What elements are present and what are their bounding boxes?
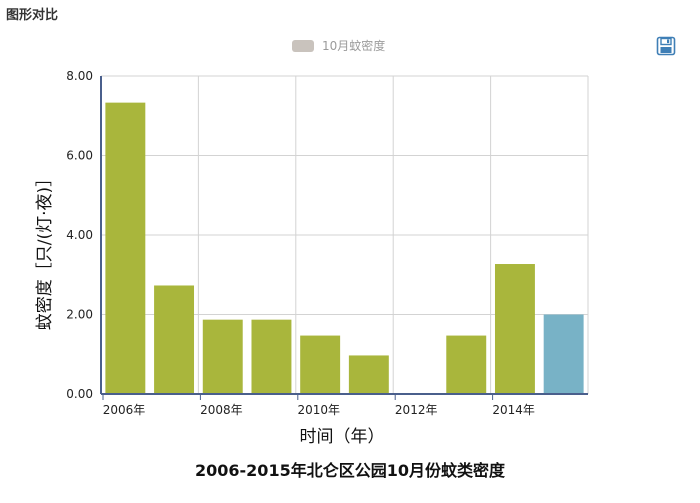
x-tick-label: 2010年 <box>298 403 341 417</box>
y-tick-label: 6.00 <box>66 149 93 163</box>
x-tick-labels: 2006年 2008年 2010年 2012年 2014年 <box>102 394 535 417</box>
y-axis-label: 蚊密度［只/(灯·夜)］ <box>35 170 55 330</box>
x-tick-label: 2008年 <box>200 403 243 417</box>
bar-2013[interactable] <box>446 335 487 394</box>
chart-title: 2006-2015年北仑区公园10月份蚊类密度 <box>195 461 505 480</box>
bar-2008[interactable] <box>202 319 243 394</box>
save-button[interactable] <box>656 36 676 56</box>
save-icon <box>656 36 676 56</box>
y-tick-label: 8.00 <box>66 69 93 83</box>
legend-label: 10月蚊密度 <box>322 39 386 53</box>
x-tick-label: 2014年 <box>492 403 535 417</box>
axes <box>100 76 588 395</box>
bar-2007[interactable] <box>154 285 195 394</box>
y-tick-label: 4.00 <box>66 228 93 242</box>
bar-2010[interactable] <box>300 335 341 394</box>
y-tick-label: 0.00 <box>66 387 93 401</box>
y-tick-labels: 0.00 2.00 4.00 6.00 8.00 <box>66 69 93 401</box>
bars <box>105 102 584 395</box>
bar-2006[interactable] <box>105 102 146 394</box>
legend[interactable]: 10月蚊密度 <box>292 37 385 54</box>
panel-title: 图形对比 <box>6 8 59 23</box>
y-tick-label: 2.00 <box>66 308 93 322</box>
x-tick-label: 2012年 <box>395 403 438 417</box>
bar-2011[interactable] <box>348 355 389 394</box>
bar-2009[interactable] <box>251 319 292 394</box>
legend-swatch <box>292 39 314 52</box>
bar-2014[interactable] <box>494 264 535 394</box>
x-axis-label: 时间（年） <box>300 427 385 447</box>
bar-2015[interactable] <box>543 314 584 395</box>
x-tick-label: 2006年 <box>103 403 146 417</box>
